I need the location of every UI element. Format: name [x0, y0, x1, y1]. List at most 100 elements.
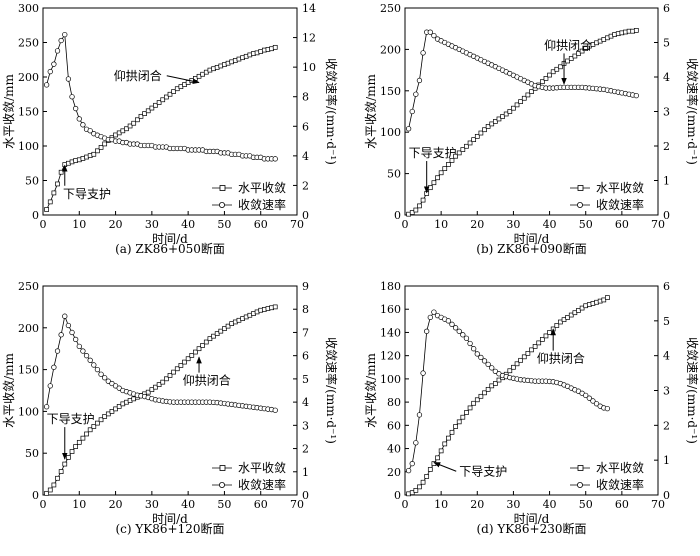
- convergence-marker: [149, 105, 155, 111]
- convergence-marker: [156, 382, 162, 387]
- convergence-marker: [51, 482, 57, 488]
- y-right-tick-label: 2: [663, 419, 670, 432]
- y-right-tick-label: 4: [663, 71, 670, 84]
- convergence-marker: [80, 435, 86, 441]
- x-axis-label: 时间/d: [514, 512, 550, 526]
- convergence-marker: [438, 170, 444, 176]
- rate-marker: [87, 357, 93, 363]
- rate-marker: [112, 383, 119, 389]
- y-left-tick-label: 50: [387, 168, 401, 181]
- y-left-tick-label: 0: [394, 209, 401, 222]
- convergence-marker: [460, 414, 466, 420]
- chart-caption: (c) YK86+120断面: [115, 521, 224, 536]
- convergence-marker: [203, 339, 209, 345]
- convergence-marker: [102, 141, 108, 147]
- rate-marker: [416, 77, 423, 84]
- legend-marker-convergence: [219, 185, 226, 191]
- x-tick-label: 40: [181, 498, 195, 511]
- convergence-marker: [178, 363, 184, 368]
- legend-marker-rate: [218, 481, 225, 488]
- rate-marker: [492, 368, 499, 374]
- convergence-marker: [514, 102, 520, 108]
- rate-marker: [590, 398, 596, 404]
- convergence-marker: [568, 56, 574, 61]
- chart-caption: (d) YK86+230断面: [477, 521, 587, 536]
- convergence-marker: [471, 137, 477, 143]
- y-left-tick-label: 300: [18, 2, 39, 15]
- convergence-marker: [95, 148, 100, 154]
- convergence-marker: [124, 126, 129, 132]
- convergence-marker: [435, 455, 440, 461]
- x-tick-label: 10: [72, 218, 86, 231]
- convergence-marker: [431, 461, 437, 466]
- y-left-axis-label: 水平收敛/mm: [1, 73, 16, 148]
- legend-marker-rate: [218, 201, 225, 208]
- convergence-marker: [214, 331, 220, 337]
- rate-marker: [405, 126, 412, 132]
- convergence-marker: [225, 323, 231, 329]
- convergence-marker: [91, 424, 97, 429]
- y-left-tick-label: 50: [25, 175, 39, 188]
- convergence-marker: [167, 91, 173, 97]
- annotation-arrow: [166, 75, 200, 84]
- rate-marker: [58, 332, 64, 338]
- rate-marker: [98, 371, 104, 377]
- convergence-marker: [456, 419, 462, 425]
- rate-marker: [51, 61, 57, 67]
- convergence-marker: [138, 113, 144, 119]
- convergence-marker: [500, 114, 505, 119]
- legend-label-rate: 收敛速率: [596, 477, 644, 492]
- convergence-marker: [489, 121, 495, 127]
- y-left-tick-label: 0: [394, 489, 401, 502]
- convergence-marker: [272, 304, 278, 310]
- x-tick-label: 40: [543, 218, 557, 231]
- convergence-marker: [153, 384, 158, 390]
- y-right-tick-label: 5: [663, 37, 670, 50]
- convergence-marker: [532, 344, 538, 349]
- y-left-tick-label: 250: [380, 2, 401, 15]
- rate-marker: [427, 314, 433, 321]
- convergence-marker: [84, 431, 89, 437]
- convergence-marker: [521, 95, 527, 101]
- convergence-marker: [427, 185, 433, 191]
- chart-caption: (b) ZK86+090断面: [476, 241, 586, 256]
- convergence-marker: [142, 111, 147, 116]
- rate-marker: [102, 375, 108, 381]
- rate-marker: [65, 322, 72, 329]
- rate-marker: [413, 440, 419, 446]
- convergence-marker: [207, 336, 213, 342]
- rate-marker: [83, 353, 90, 359]
- annotation-label: 下导支护: [459, 464, 507, 478]
- rate-marker: [452, 325, 459, 331]
- convergence-marker: [44, 207, 49, 212]
- y-right-tick-label: 0: [663, 489, 670, 502]
- x-tick-label: 30: [506, 498, 520, 511]
- rate-marker: [409, 108, 415, 115]
- legend-marker-convergence: [577, 465, 584, 471]
- convergence-marker: [145, 389, 151, 395]
- x-tick-label: 0: [40, 218, 47, 231]
- convergence-marker: [474, 397, 480, 403]
- chart-panel-3: 0 10 20 30 40 50 60 700501001502002500123456789…: [1, 280, 339, 536]
- y-left-tick-label: 100: [18, 405, 39, 418]
- convergence-marker: [511, 364, 516, 370]
- rate-marker: [471, 346, 477, 352]
- convergence-marker: [496, 116, 502, 122]
- x-tick-label: 60: [254, 218, 268, 231]
- y-right-axis-label: 收敛速率/(mm·d⁻¹): [324, 58, 339, 165]
- convergence-marker: [196, 346, 202, 352]
- x-tick-label: 30: [145, 218, 159, 231]
- x-tick-label: 60: [615, 498, 629, 511]
- x-tick-label: 10: [72, 498, 86, 511]
- convergence-marker: [58, 169, 64, 175]
- y-right-tick-label: 8: [302, 303, 309, 316]
- convergence-marker: [565, 58, 570, 64]
- convergence-marker: [413, 207, 419, 213]
- legend-marker-rate: [577, 481, 584, 488]
- legend-label-convergence: 水平收敛: [596, 180, 644, 195]
- rate-marker: [431, 309, 437, 315]
- convergence-marker: [529, 89, 534, 94]
- y-right-tick-label: 8: [302, 91, 309, 104]
- convergence-marker: [431, 180, 437, 186]
